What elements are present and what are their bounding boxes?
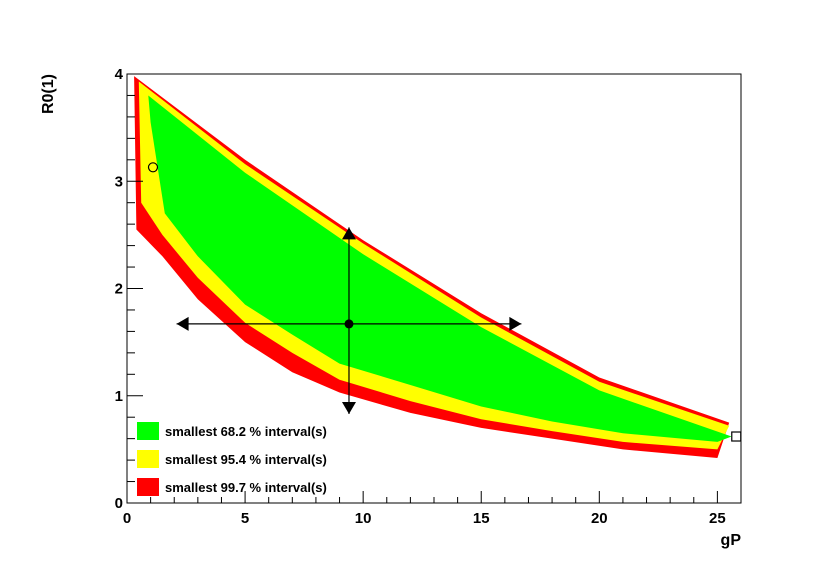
legend: smallest 68.2 % interval(s) smallest 95.4… [137, 422, 327, 496]
legend-label: smallest 99.7 % interval(s) [165, 480, 327, 495]
y-error-arrow-down [341, 401, 356, 414]
y-axis-title: R0(1) [40, 74, 57, 114]
legend-swatch [137, 422, 159, 440]
y-tick-label: 1 [115, 388, 123, 405]
x-error-arrow-left [176, 316, 189, 331]
x-tick-label: 0 [123, 510, 131, 527]
region-68-2 [148, 95, 732, 442]
x-tick-label: 20 [591, 510, 608, 527]
y-tick-label: 0 [115, 495, 123, 512]
x-error-arrow-right [509, 316, 522, 331]
y-tick-label: 3 [115, 173, 123, 190]
global-mode-marker [147, 162, 159, 173]
local-mode-marker [731, 431, 742, 442]
axis-ticks: 0 5 10 15 20 25 0 1 2 3 4 [115, 66, 742, 527]
x-tick-label: 25 [709, 510, 726, 527]
x-axis-title: gP [721, 532, 742, 549]
legend-swatch [137, 450, 159, 468]
interval-regions [134, 76, 732, 458]
x-tick-label: 15 [473, 510, 490, 527]
legend-swatch [137, 478, 159, 496]
legend-label: smallest 68.2 % interval(s) [165, 424, 327, 439]
legend-label: smallest 95.4 % interval(s) [165, 452, 327, 467]
y-tick-label: 4 [115, 66, 124, 83]
region-99-7 [134, 76, 730, 458]
mean-marker [344, 319, 354, 329]
y-tick-label: 2 [115, 281, 123, 298]
x-tick-label: 5 [241, 510, 249, 527]
x-tick-label: 10 [355, 510, 372, 527]
y-error-arrow-up [341, 227, 356, 240]
